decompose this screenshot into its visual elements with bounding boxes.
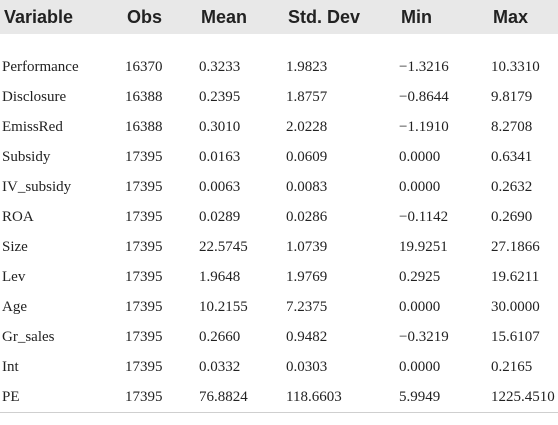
header-min: Min — [401, 6, 432, 27]
cell-mean: 0.2660 — [199, 328, 241, 345]
table-row: PE 17395 76.8824 118.6603 5.9949 1225.4510 — [0, 382, 558, 413]
cell-variable: IV_subsidy — [2, 178, 72, 195]
cell-mean: 1.9648 — [199, 268, 241, 285]
cell-obs: 17395 — [125, 148, 163, 165]
cell-mean: 22.5745 — [199, 238, 248, 255]
cell-obs: 17395 — [125, 178, 163, 195]
header-max: Max — [493, 6, 529, 27]
cell-max: 27.1866 — [491, 238, 540, 255]
cell-max: 0.2165 — [491, 358, 533, 375]
cell-std-dev: 118.6603 — [286, 388, 342, 405]
cell-max: 30.0000 — [491, 298, 540, 315]
cell-obs: 17395 — [125, 298, 163, 315]
cell-variable: Gr_sales — [2, 328, 55, 345]
cell-min: 0.0000 — [399, 298, 441, 315]
cell-min: 0.0000 — [399, 178, 441, 195]
cell-obs: 17395 — [125, 328, 163, 345]
summary-statistics-table-container: Variable Obs Mean Std. Dev Min Max Perfo… — [0, 0, 558, 413]
table-header: Variable Obs Mean Std. Dev Min Max — [0, 0, 558, 34]
cell-obs: 16388 — [125, 118, 163, 135]
cell-obs: 17395 — [125, 208, 163, 225]
cell-obs: 17395 — [125, 238, 163, 255]
cell-mean: 0.3233 — [199, 58, 241, 75]
header-row: Variable Obs Mean Std. Dev Min Max — [0, 0, 558, 34]
cell-max: 10.3310 — [491, 58, 540, 75]
table-row: IV_subsidy 17395 0.0063 0.0083 0.0000 0.2632 — [0, 172, 558, 202]
header-mean: Mean — [201, 6, 248, 27]
cell-variable: Size — [2, 238, 28, 255]
cell-variable: Performance — [2, 58, 79, 75]
header-std-dev: Std. Dev — [288, 6, 361, 27]
cell-std-dev: 7.2375 — [286, 298, 328, 315]
cell-mean: 0.0332 — [199, 358, 241, 375]
cell-obs: 17395 — [125, 388, 163, 405]
header-obs: Obs — [127, 6, 163, 27]
cell-mean: 0.2395 — [199, 88, 241, 105]
cell-max: 15.6107 — [491, 328, 540, 345]
cell-max: 0.6341 — [491, 148, 533, 165]
cell-std-dev: 0.0083 — [286, 178, 328, 195]
cell-max: 0.2690 — [491, 208, 533, 225]
cell-min: 19.9251 — [399, 238, 448, 255]
cell-std-dev: 0.9482 — [286, 328, 328, 345]
cell-variable: ROA — [2, 208, 34, 225]
cell-std-dev: 1.8757 — [286, 88, 328, 105]
cell-std-dev: 0.0609 — [286, 148, 328, 165]
table-row: Lev 17395 1.9648 1.9769 0.2925 19.6211 — [0, 262, 558, 292]
cell-obs: 16388 — [125, 88, 163, 105]
table-body: Performance 16370 0.3233 1.9823 −1.3216 10.33… — [0, 34, 558, 413]
cell-min: 5.9949 — [399, 388, 441, 405]
cell-mean: 10.2155 — [199, 298, 248, 315]
cell-obs: 17395 — [125, 358, 163, 375]
table-row: Age 17395 10.2155 7.2375 0.0000 30.0000 — [0, 292, 558, 322]
cell-variable: Disclosure — [2, 88, 67, 105]
cell-variable: Lev — [2, 268, 26, 285]
cell-std-dev: 1.0739 — [286, 238, 328, 255]
cell-min: −0.1142 — [399, 208, 449, 225]
summary-statistics-table: Variable Obs Mean Std. Dev Min Max Perfo… — [0, 0, 558, 413]
cell-min: −1.3216 — [399, 58, 449, 75]
cell-max: 8.2708 — [491, 118, 533, 135]
table-row: Size 17395 22.5745 1.0739 19.9251 27.1866 — [0, 232, 558, 262]
cell-std-dev: 1.9769 — [286, 268, 328, 285]
cell-obs: 17395 — [125, 268, 163, 285]
cell-variable: PE — [2, 388, 20, 405]
cell-std-dev: 0.0286 — [286, 208, 328, 225]
cell-max: 9.8179 — [491, 88, 533, 105]
cell-mean: 0.3010 — [199, 118, 241, 135]
table-row: Disclosure 16388 0.2395 1.8757 −0.8644 9.8179 — [0, 82, 558, 112]
cell-mean: 0.0289 — [199, 208, 241, 225]
cell-std-dev: 0.0303 — [286, 358, 328, 375]
cell-min: 0.0000 — [399, 358, 441, 375]
cell-max: 0.2632 — [491, 178, 533, 195]
cell-min: 0.2925 — [399, 268, 441, 285]
table-row: Subsidy 17395 0.0163 0.0609 0.0000 0.6341 — [0, 142, 558, 172]
cell-std-dev: 1.9823 — [286, 58, 328, 75]
cell-variable: Subsidy — [2, 148, 51, 165]
table-row: Gr_sales 17395 0.2660 0.9482 −0.3219 15.6107 — [0, 322, 558, 352]
cell-variable: EmissRed — [2, 118, 63, 135]
cell-min: −0.3219 — [399, 328, 449, 345]
cell-min: −1.1910 — [399, 118, 449, 135]
table-row: ROA 17395 0.0289 0.0286 −0.1142 0.2690 — [0, 202, 558, 232]
table-row: EmissRed 16388 0.3010 2.0228 −1.1910 8.2708 — [0, 112, 558, 142]
header-variable: Variable — [4, 6, 74, 27]
table-row: Performance 16370 0.3233 1.9823 −1.3216 10.33… — [0, 34, 558, 82]
cell-min: −0.8644 — [399, 88, 449, 105]
cell-mean: 76.8824 — [199, 388, 248, 405]
cell-min: 0.0000 — [399, 148, 441, 165]
cell-std-dev: 2.0228 — [286, 118, 328, 135]
cell-variable: Age — [2, 298, 27, 315]
cell-obs: 16370 — [125, 58, 163, 75]
cell-max: 1225.4510 — [491, 388, 555, 405]
cell-variable: Int — [2, 358, 19, 375]
cell-max: 19.6211 — [491, 268, 540, 285]
cell-mean: 0.0063 — [199, 178, 241, 195]
table-row: Int 17395 0.0332 0.0303 0.0000 0.2165 — [0, 352, 558, 382]
cell-mean: 0.0163 — [199, 148, 241, 165]
